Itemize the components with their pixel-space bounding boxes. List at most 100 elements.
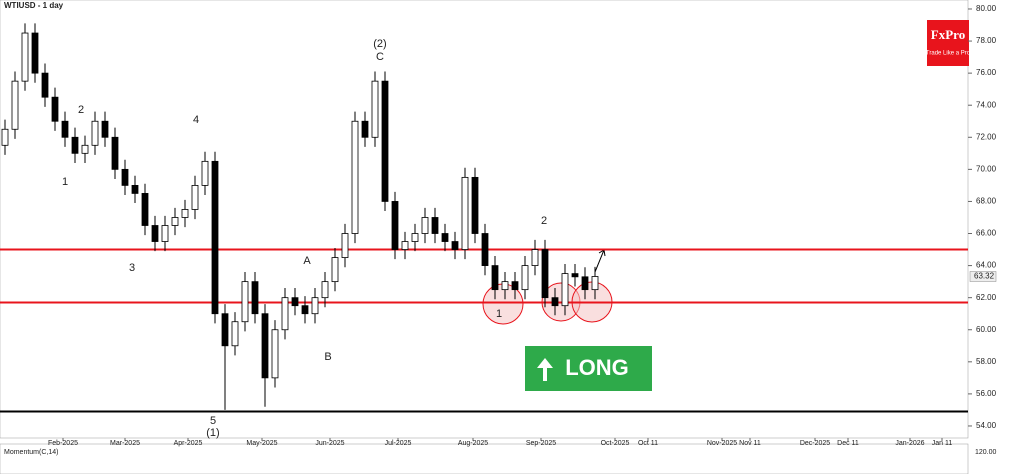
x-tick-label: May-2025 bbox=[246, 440, 277, 447]
x-tick-label: Jun-2025 bbox=[315, 440, 344, 447]
x-tick-label: Nov 11 bbox=[739, 440, 761, 447]
candle-body bbox=[431, 217, 439, 234]
logo: FxPro bbox=[931, 27, 965, 42]
candle-body bbox=[311, 297, 319, 315]
x-tick-label: Dec 11 bbox=[837, 440, 859, 447]
candle-body bbox=[541, 249, 549, 299]
x-tick-label: Oct 11 bbox=[638, 440, 658, 447]
y-tick-label: 58.00 bbox=[976, 357, 997, 366]
wave-label: (2) bbox=[373, 38, 386, 50]
signal-label: LONG bbox=[565, 355, 629, 380]
candle-body bbox=[491, 265, 499, 291]
candle-body bbox=[261, 313, 269, 379]
candle-body bbox=[281, 297, 289, 331]
candle-body bbox=[411, 233, 419, 242]
candle-body bbox=[561, 273, 569, 307]
candle-body bbox=[421, 217, 429, 234]
wave-label: 1 bbox=[496, 308, 502, 320]
candle-body bbox=[351, 120, 359, 234]
x-tick-label: Dec-2025 bbox=[800, 440, 830, 447]
candle-body bbox=[91, 120, 99, 146]
plot-area bbox=[0, 0, 969, 439]
y-tick-label: 74.00 bbox=[976, 100, 997, 109]
y-tick-label: 56.00 bbox=[976, 389, 997, 398]
indicator-panel bbox=[0, 443, 969, 474]
candle-body bbox=[401, 241, 409, 250]
y-tick-label: 68.00 bbox=[976, 197, 997, 206]
candle-body bbox=[61, 120, 69, 138]
candle-body bbox=[141, 193, 149, 226]
candle-body bbox=[211, 160, 219, 315]
y-tick-label: 54.00 bbox=[976, 421, 997, 430]
candle-body bbox=[301, 305, 309, 315]
x-tick-label: Jan-2026 bbox=[895, 440, 924, 447]
candle-body bbox=[291, 297, 299, 307]
candle-body bbox=[461, 176, 469, 250]
y-tick-label: 76.00 bbox=[976, 68, 997, 77]
candle-body bbox=[321, 281, 329, 299]
candle-body bbox=[251, 281, 259, 315]
candle-body bbox=[441, 233, 449, 242]
candle-body bbox=[151, 225, 159, 242]
candle-body bbox=[391, 201, 399, 250]
wave-label: B bbox=[324, 351, 331, 363]
indicator-tick-label: 120.00 bbox=[975, 449, 997, 456]
x-tick-label: Nov-2025 bbox=[707, 440, 737, 447]
candle-body bbox=[371, 80, 379, 138]
candle-body bbox=[511, 281, 519, 291]
wave-label: 4 bbox=[193, 114, 199, 126]
chart-title: WTIUSD - 1 day bbox=[4, 1, 64, 10]
candle-body bbox=[231, 321, 239, 347]
y-tick-label: 66.00 bbox=[976, 229, 997, 238]
candle-body bbox=[101, 120, 109, 138]
wave-label: 1 bbox=[62, 176, 68, 188]
x-tick-label: Jul-2025 bbox=[385, 440, 412, 447]
candle-body bbox=[71, 136, 79, 154]
x-tick-label: Mar-2025 bbox=[110, 440, 140, 447]
candle-body bbox=[361, 120, 369, 138]
candle-body bbox=[191, 185, 199, 210]
y-tick-label: 78.00 bbox=[976, 36, 997, 45]
candle-body bbox=[81, 144, 89, 154]
wave-label: 2 bbox=[78, 104, 84, 116]
candle-body bbox=[341, 233, 349, 258]
candle-body bbox=[171, 217, 179, 226]
x-tick-label: Aug-2025 bbox=[458, 440, 488, 447]
candle-body bbox=[31, 32, 39, 74]
x-tick-label: Jan 11 bbox=[932, 440, 953, 447]
up-arrow-icon bbox=[537, 358, 553, 381]
candle-body bbox=[271, 329, 279, 379]
candle-body bbox=[451, 241, 459, 250]
candle-body bbox=[221, 313, 229, 347]
candle-body bbox=[161, 225, 169, 242]
candle-body bbox=[51, 96, 59, 122]
candle-body bbox=[571, 273, 579, 278]
candle-body bbox=[481, 233, 489, 266]
candle-body bbox=[581, 276, 589, 291]
candle-body bbox=[471, 176, 479, 234]
candle-body bbox=[531, 249, 539, 266]
y-tick-label: 64.00 bbox=[976, 261, 997, 270]
candle-body bbox=[381, 80, 389, 202]
candle-body bbox=[591, 276, 599, 291]
candle-body bbox=[11, 80, 19, 130]
x-tick-label: Apr-2025 bbox=[174, 440, 203, 447]
candle-body bbox=[501, 281, 509, 291]
candle-body bbox=[131, 185, 139, 194]
y-tick-label: 70.00 bbox=[976, 164, 997, 173]
y-tick-label: 62.00 bbox=[976, 293, 997, 302]
x-tick-label: Sep-2025 bbox=[526, 440, 556, 447]
wave-label: 5 bbox=[210, 415, 216, 427]
candle-body bbox=[41, 72, 49, 98]
indicator-label: Momentum(C,14) bbox=[4, 449, 58, 456]
x-tick-label: Feb-2025 bbox=[48, 440, 78, 447]
candle-body bbox=[21, 32, 29, 82]
candle-body bbox=[1, 128, 9, 146]
candle-body bbox=[181, 209, 189, 218]
wave-label: (1) bbox=[206, 427, 219, 439]
candles bbox=[1, 23, 599, 410]
candle-body bbox=[121, 168, 129, 186]
logo-box bbox=[927, 20, 969, 66]
candle-body bbox=[521, 265, 529, 291]
